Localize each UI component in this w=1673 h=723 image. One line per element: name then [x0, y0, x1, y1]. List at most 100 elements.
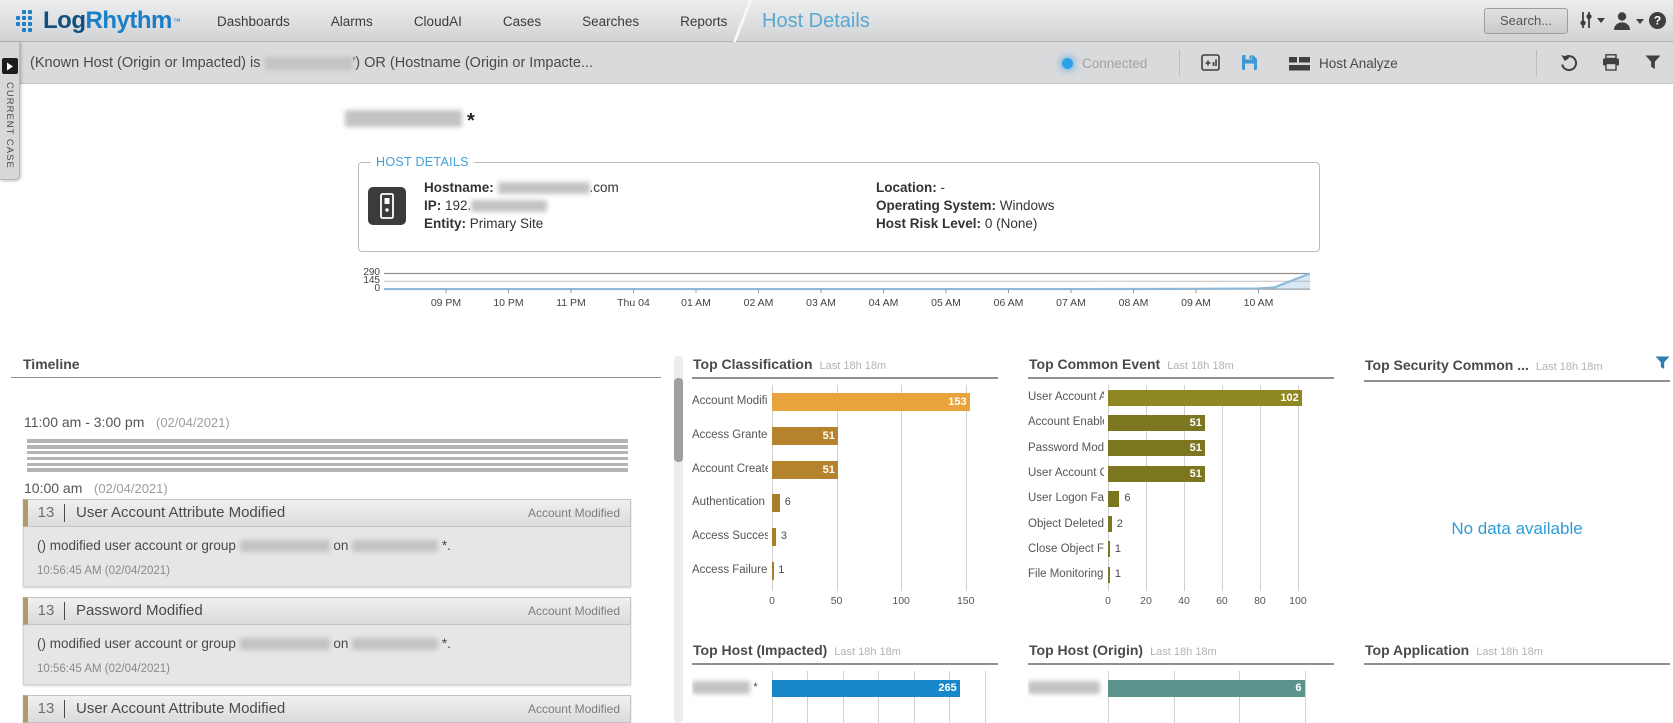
event-card-header[interactable]: 13 User Account Attribute Modified Account…: [23, 499, 631, 527]
timeline-event-card: 13 User Account Attribute Modified Account…: [23, 499, 631, 587]
bar-value: 265: [938, 682, 957, 694]
host-fields-left: Hostname: .com IP: 192. Entity: Primary …: [424, 179, 619, 233]
event-card-body: () modified user account or group on *. 1…: [23, 625, 631, 685]
chart-category-label[interactable]: Account Modifi...: [692, 395, 768, 407]
add-to-dashboard-button[interactable]: [1201, 54, 1220, 77]
event-card-header[interactable]: 13 User Account Attribute Modified Account…: [23, 695, 631, 723]
top-common-event-panel: Top Common Event Last 18h 18m 0 20 40 60 80 1…: [1028, 356, 1334, 625]
chart-category-label[interactable]: Access Granted: [692, 428, 768, 441]
host-title-star: *: [467, 110, 475, 132]
chart-bar[interactable]: [1108, 541, 1110, 558]
top-classification-panel: Top Classification Last 18h 18m 0 50 100 15…: [692, 356, 998, 625]
timeline-date: (02/04/2021): [90, 481, 168, 496]
event-description: () modified user account or group on *.: [37, 636, 451, 651]
bar-value: 51: [1189, 442, 1202, 455]
chart-bar[interactable]: [772, 494, 780, 513]
scrollbar-thumb[interactable]: [674, 378, 683, 462]
sparkline-tick-label: 03 AM: [806, 297, 836, 309]
chart-category-label[interactable]: User Account C...: [1028, 466, 1104, 479]
expand-current-case-button[interactable]: [1, 58, 18, 74]
timeline-event-card: 13 User Account Attribute Modified Account…: [23, 695, 631, 723]
scrollbar-track[interactable]: [674, 356, 683, 723]
bar-value: 51: [1189, 467, 1202, 480]
event-count: 13: [37, 504, 55, 521]
chart-bar[interactable]: [772, 561, 774, 580]
divider: [1536, 50, 1537, 76]
activity-sparkline[interactable]: [384, 268, 1310, 296]
nav-item-dashboards[interactable]: Dashboards: [217, 13, 290, 29]
gridline: [965, 385, 967, 591]
panel-header: Top Security Common ... Last 18h 18m: [1364, 356, 1670, 382]
chart-bar[interactable]: [772, 528, 776, 547]
nav-item-reports[interactable]: Reports: [680, 13, 728, 29]
bar-value: 6: [1124, 492, 1131, 505]
chart-category-label[interactable]: Account Enabled: [1028, 416, 1104, 429]
redacted-timeline-rows: [27, 439, 628, 474]
chart-category-label[interactable]: Authentication ...: [692, 496, 768, 509]
panel-header: Top Classification Last 18h 18m: [692, 356, 998, 379]
chart-category-label[interactable]: User Logon Fail...: [1028, 492, 1104, 505]
chart-bar[interactable]: 51: [772, 460, 838, 479]
query-suffix: ') OR (Hostname (Origin or Impacte...: [352, 55, 593, 71]
gridline: [836, 385, 838, 591]
divider: [64, 504, 65, 522]
chart-category-label[interactable]: *: [692, 671, 768, 705]
redacted-user: [239, 638, 330, 651]
chart-bar[interactable]: 102: [1108, 389, 1302, 406]
event-card-header[interactable]: 13 Password Modified Account Modified: [23, 597, 631, 625]
nav-item-cases[interactable]: Cases: [502, 13, 542, 29]
redacted-user: [239, 540, 330, 553]
chart-bar[interactable]: 51: [772, 426, 838, 445]
search-query[interactable]: (Known Host (Origin or Impacted) is ') O…: [30, 42, 593, 84]
gridline: [1239, 671, 1240, 723]
filter-button[interactable]: [1645, 55, 1661, 75]
widget-filter-button[interactable]: [1655, 356, 1670, 375]
event-title: User Account Attribute Modified: [76, 700, 286, 717]
chart-category-label[interactable]: User Account A...: [1028, 391, 1104, 403]
chart-bar[interactable]: [1108, 566, 1110, 583]
user-menu-button[interactable]: [1612, 11, 1644, 31]
chart-category-label[interactable]: Close Object Fai...: [1028, 542, 1104, 555]
chart-bar[interactable]: [1108, 490, 1120, 507]
chart-category-label[interactable]: Password Modif...: [1028, 441, 1104, 454]
save-search-button[interactable]: [1241, 54, 1258, 76]
current-case-tab[interactable]: CURRENT CASE: [0, 42, 20, 180]
chart-category-label[interactable]: Account Created: [692, 462, 768, 475]
print-icon: [1603, 54, 1619, 71]
chart-category-label[interactable]: [1028, 671, 1104, 705]
chart-bar[interactable]: 6: [1108, 679, 1305, 697]
gridline: [1183, 385, 1185, 591]
timeline-panel: Timeline 11:00 am - 3:00 pm (02/04/2021)…: [11, 356, 661, 723]
view-options-button[interactable]: [1577, 11, 1605, 29]
chart-bar[interactable]: 51: [1108, 440, 1205, 457]
chart-category-label[interactable]: File Monitoring...: [1028, 568, 1104, 581]
print-button[interactable]: [1602, 54, 1620, 76]
filter-funnel-icon: [1645, 55, 1661, 69]
nav-item-searches[interactable]: Searches: [582, 13, 640, 29]
sparkline-tick-label: 08 AM: [1118, 297, 1149, 309]
logrhythm-logo[interactable]: Log Rhythm ™: [14, 6, 181, 36]
chart-bar[interactable]: 265: [772, 679, 960, 697]
os-label: Operating System:: [876, 198, 997, 213]
chart-category-label[interactable]: Object Deleted...: [1028, 517, 1104, 530]
top-security-common-event-panel: Top Security Common ... Last 18h 18m No …: [1364, 356, 1670, 628]
host-analyze-button[interactable]: Host Analyze: [1289, 42, 1398, 84]
chart-category-label[interactable]: Access Success: [692, 530, 768, 543]
chart-bar[interactable]: 153: [772, 392, 970, 411]
reset-view-button[interactable]: [1560, 54, 1578, 77]
entity-value: Primary Site: [469, 216, 544, 231]
sparkline-tick-label: Thu 04: [617, 297, 650, 309]
help-button[interactable]: ?: [1648, 11, 1667, 30]
top-navbar: Log Rhythm ™ Dashboards Alarms CloudAI Cas…: [0, 0, 1673, 44]
chart-bar[interactable]: [1108, 516, 1112, 533]
nav-item-alarms[interactable]: Alarms: [330, 13, 373, 29]
axis-tick-label: 0: [1105, 595, 1111, 607]
panel-title: Top Host (Impacted): [693, 642, 828, 658]
chart-category-label[interactable]: Access Failure: [692, 564, 768, 576]
chart-bar[interactable]: 51: [1108, 465, 1205, 482]
redacted-row: [27, 439, 628, 443]
chart-bar[interactable]: 51: [1108, 414, 1205, 431]
nav-item-cloudai[interactable]: CloudAI: [413, 13, 462, 29]
event-count: 13: [37, 700, 55, 717]
search-input[interactable]: Search...: [1484, 8, 1568, 34]
